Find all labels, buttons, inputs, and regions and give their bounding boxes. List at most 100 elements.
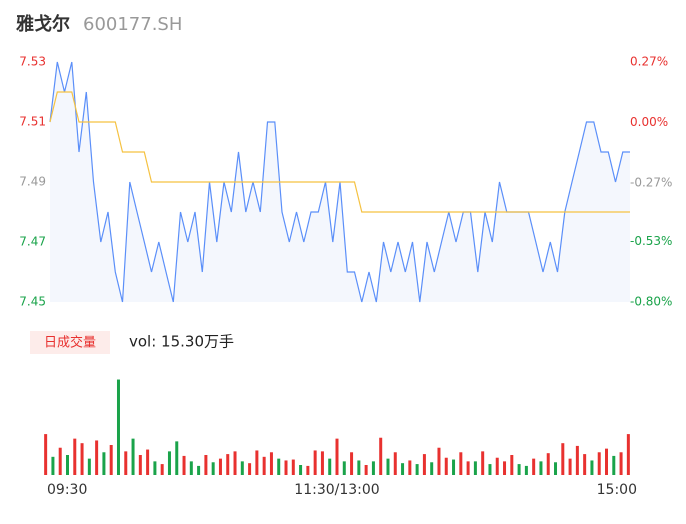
volume-bar bbox=[371, 461, 375, 475]
y2-tick-label: 0.27% bbox=[630, 55, 668, 69]
x-tick-label: 09:30 bbox=[47, 482, 87, 498]
stock-code: 600177.SH bbox=[83, 14, 182, 35]
volume-bar bbox=[357, 460, 361, 475]
volume-bar bbox=[80, 443, 84, 475]
volume-bar bbox=[393, 452, 397, 475]
volume-bar bbox=[87, 458, 91, 475]
volume-bar bbox=[51, 456, 55, 475]
volume-bar bbox=[146, 449, 150, 475]
volume-bar bbox=[495, 457, 499, 475]
volume-bar bbox=[408, 460, 412, 475]
volume-bar bbox=[262, 456, 266, 475]
volume-bar bbox=[102, 452, 106, 475]
volume-bar bbox=[328, 458, 332, 475]
volume-bar bbox=[583, 454, 587, 475]
volume-bar bbox=[473, 461, 477, 475]
volume-bar bbox=[124, 451, 128, 475]
volume-bar bbox=[386, 458, 390, 475]
volume-bar bbox=[488, 464, 492, 475]
volume-bar bbox=[401, 463, 405, 475]
average-line bbox=[49, 91, 630, 213]
y-tick-label: 7.51 bbox=[19, 115, 46, 129]
volume-bar bbox=[131, 438, 135, 475]
volume-bar bbox=[284, 460, 288, 475]
volume-bar bbox=[240, 461, 244, 475]
volume-bar bbox=[437, 447, 441, 475]
volume-bar bbox=[539, 461, 543, 475]
volume-bar bbox=[619, 452, 623, 475]
volume-bar bbox=[218, 458, 222, 475]
y2-tick-label: -0.27% bbox=[630, 176, 672, 190]
x-tick-label: 15:00 bbox=[597, 482, 637, 498]
volume-bar bbox=[248, 463, 252, 475]
volume-bar bbox=[109, 445, 113, 475]
volume-bar bbox=[554, 462, 558, 475]
volume-bar bbox=[167, 451, 171, 475]
volume-bar bbox=[546, 453, 550, 475]
volume-bar bbox=[299, 465, 303, 475]
volume-bar bbox=[313, 450, 317, 475]
volume-bar bbox=[430, 462, 434, 475]
volume-bar bbox=[138, 455, 142, 475]
volume-bar bbox=[73, 438, 77, 475]
volume-bar bbox=[532, 458, 536, 475]
volume-bar bbox=[116, 379, 120, 475]
y-tick-label: 7.45 bbox=[19, 295, 46, 309]
volume-bar bbox=[197, 465, 201, 475]
volume-bar bbox=[255, 450, 259, 475]
volume-bar bbox=[204, 455, 208, 475]
volume-bar bbox=[379, 437, 383, 475]
y2-tick-label: -0.53% bbox=[630, 234, 672, 248]
volume-bar bbox=[306, 465, 310, 475]
volume-bar bbox=[189, 461, 193, 475]
volume-total: vol: 15.30万手 bbox=[129, 333, 234, 351]
volume-bar bbox=[95, 440, 99, 475]
volume-bar bbox=[481, 451, 485, 475]
volume-bar bbox=[58, 447, 62, 475]
volume-bar bbox=[452, 459, 456, 475]
volume-bar bbox=[590, 460, 594, 475]
volume-bar bbox=[233, 451, 237, 475]
x-tick-label: 11:30/13:00 bbox=[294, 482, 379, 498]
volume-bar bbox=[160, 464, 164, 475]
volume-bar bbox=[226, 454, 230, 475]
volume-bar bbox=[561, 443, 565, 475]
volume-bar bbox=[182, 455, 186, 475]
volume-bar bbox=[153, 461, 157, 475]
y2-tick-label: -0.80% bbox=[630, 295, 672, 309]
y2-tick-label: 0.00% bbox=[630, 115, 668, 129]
volume-bar bbox=[211, 462, 215, 475]
stock-name: 雅戈尔 bbox=[15, 13, 70, 35]
volume-bar bbox=[466, 461, 470, 475]
volume-bar bbox=[510, 455, 514, 475]
y-tick-label: 7.49 bbox=[19, 175, 46, 189]
volume-bar bbox=[612, 455, 616, 475]
volume-bar bbox=[350, 452, 354, 475]
volume-bar bbox=[568, 458, 572, 475]
volume-bar bbox=[597, 452, 601, 475]
volume-bar bbox=[415, 464, 419, 475]
volume-bar bbox=[575, 445, 579, 475]
volume-bar bbox=[503, 461, 507, 475]
volume-bar bbox=[524, 465, 528, 475]
y-tick-label: 7.47 bbox=[19, 235, 46, 249]
volume-bar bbox=[291, 459, 295, 475]
volume-bar bbox=[626, 434, 630, 475]
volume-bar bbox=[175, 441, 179, 475]
volume-bar bbox=[269, 452, 273, 475]
volume-bar bbox=[277, 458, 281, 475]
volume-bar bbox=[517, 464, 521, 475]
volume-bar bbox=[364, 465, 368, 475]
volume-bar bbox=[459, 452, 463, 475]
volume-bar bbox=[320, 451, 324, 475]
volume-bar bbox=[335, 438, 339, 475]
volume-bar bbox=[342, 461, 346, 475]
volume-bar bbox=[605, 448, 609, 475]
volume-bar bbox=[422, 454, 426, 475]
y-tick-label: 7.53 bbox=[19, 55, 46, 69]
volume-bar bbox=[44, 434, 48, 475]
volume-tab bbox=[30, 331, 110, 354]
volume-title: 日成交量 bbox=[44, 335, 96, 351]
